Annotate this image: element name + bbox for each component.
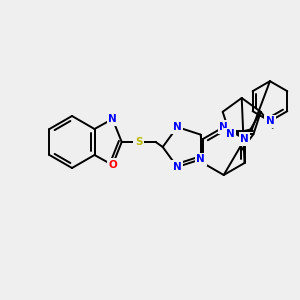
Text: N: N <box>173 162 182 172</box>
Text: N: N <box>266 116 274 126</box>
Text: N: N <box>196 154 205 164</box>
Text: N: N <box>173 122 182 132</box>
Text: N: N <box>108 114 117 124</box>
Text: N: N <box>219 122 228 132</box>
Text: N: N <box>226 129 234 139</box>
Text: N: N <box>240 134 249 144</box>
Text: S: S <box>135 137 142 147</box>
Text: O: O <box>108 160 117 170</box>
